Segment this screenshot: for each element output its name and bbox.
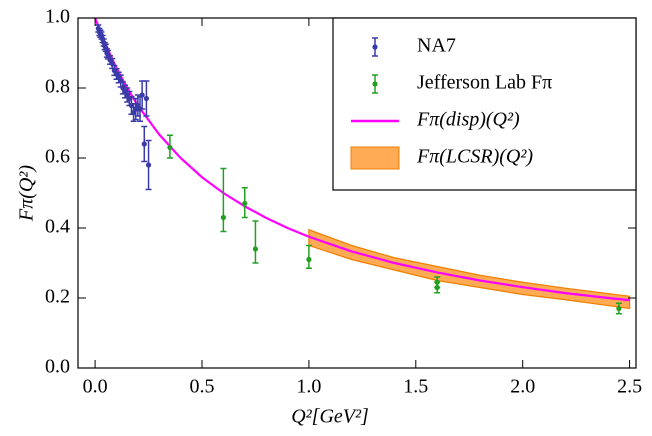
x-axis-label: Q²[GeV²] — [291, 406, 369, 428]
y-tick-label: 0.0 — [45, 356, 70, 378]
legend-label: NA7 — [417, 35, 456, 57]
band — [308, 228, 631, 310]
point — [220, 214, 226, 221]
point — [145, 162, 152, 168]
x-tick-label: 1.5 — [403, 376, 428, 398]
point — [242, 200, 248, 207]
legend-swatch — [372, 44, 378, 50]
y-tick-label: 0.6 — [45, 146, 70, 168]
x-tick-label: 2.0 — [510, 376, 535, 398]
legend-label: Jefferson Lab Fπ — [417, 72, 552, 94]
point — [306, 256, 312, 263]
legend-label: Fπ(disp)(Q²) — [416, 109, 520, 131]
curve — [94, 17, 630, 302]
point — [434, 284, 440, 291]
x-tick-label: 0.5 — [190, 376, 215, 398]
y-tick-label: 0.4 — [45, 216, 70, 238]
point — [167, 144, 173, 151]
point — [103, 45, 109, 51]
x-tick-label: 2.5 — [617, 376, 642, 398]
x-tick-label: 0.0 — [83, 376, 108, 398]
plot-area — [94, 17, 631, 315]
legend-swatch — [350, 146, 400, 170]
y-tick-label: 0.8 — [45, 76, 70, 98]
x-tick-label: 1.0 — [296, 376, 321, 398]
legend-label: Fπ(LCSR)(Q²) — [416, 146, 533, 168]
y-tick-label: 1.0 — [45, 6, 70, 28]
point — [616, 305, 622, 312]
point — [252, 246, 259, 252]
point — [139, 92, 145, 98]
y-axis-label: Fπ(Q²) — [16, 165, 38, 222]
legend-swatch — [372, 81, 378, 87]
point — [143, 95, 150, 102]
y-tick-label: 0.2 — [45, 286, 70, 308]
point — [141, 141, 147, 147]
point — [109, 60, 115, 67]
